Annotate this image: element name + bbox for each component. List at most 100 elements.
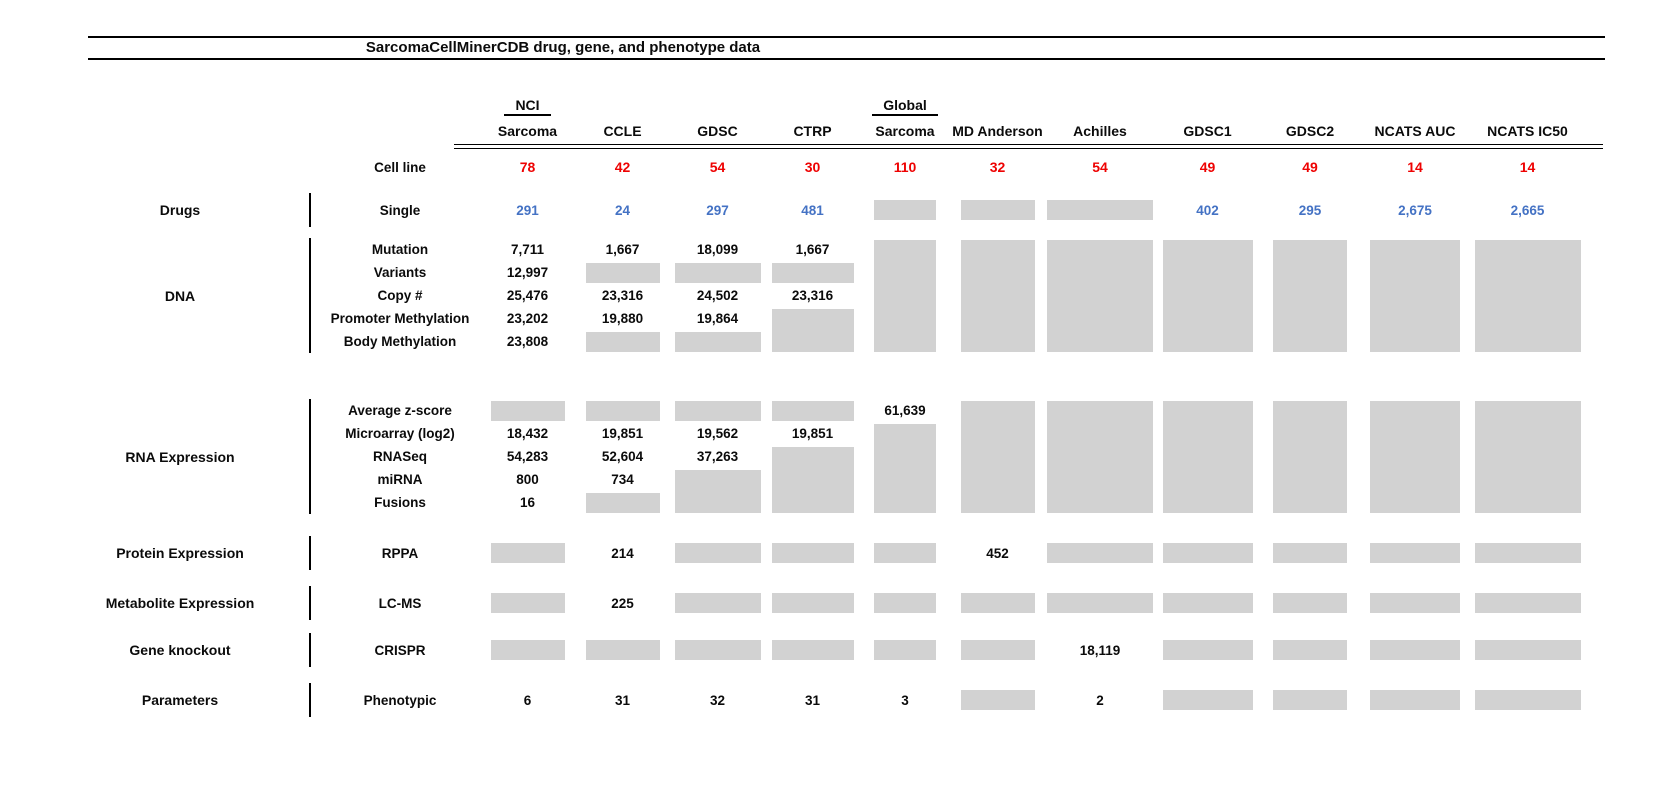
column-header-md-anderson: MD Anderson <box>952 123 1043 139</box>
no-data-box <box>670 399 765 422</box>
no-data-box <box>575 399 670 422</box>
no-data-box-fill <box>490 593 565 613</box>
section-divider <box>309 633 311 667</box>
cell-line-count: 14 <box>1519 159 1536 175</box>
category-label: Parameters <box>141 692 219 708</box>
data-cell: 23,202 <box>506 311 549 326</box>
no-data-box-fill <box>1162 690 1253 710</box>
column-header-ccle: CCLE <box>603 123 642 139</box>
no-data-box-fill <box>1474 593 1581 613</box>
no-data-box-fill <box>874 239 936 352</box>
no-data-box <box>1260 688 1360 712</box>
data-cell: 2,675 <box>1398 202 1432 218</box>
no-data-box-fill <box>1370 593 1460 613</box>
data-cell: 19,562 <box>696 426 739 441</box>
no-data-box <box>1470 591 1585 615</box>
no-data-box <box>575 638 670 662</box>
no-data-box-fill <box>960 690 1035 710</box>
no-data-box-fill <box>1474 640 1581 660</box>
cell-line-count: 78 <box>519 159 536 175</box>
no-data-box-span <box>860 238 950 353</box>
column-header-gdsc2: GDSC2 <box>1285 123 1335 139</box>
header-double-rule <box>454 143 1603 149</box>
no-data-box <box>575 491 670 514</box>
data-cell: 18,099 <box>696 242 739 257</box>
no-data-box-fill <box>771 640 854 660</box>
no-data-box-fill <box>674 331 761 352</box>
no-data-box-fill <box>874 200 936 220</box>
data-cell: 800 <box>516 472 539 487</box>
no-data-box <box>670 330 765 353</box>
title-block: SarcomaCellMinerCDB drug, gene, and phen… <box>60 36 1669 60</box>
row-label: Fusions <box>374 495 426 510</box>
no-data-box-fill <box>1047 239 1153 352</box>
no-data-box-fill <box>1474 239 1581 352</box>
no-data-box <box>1260 541 1360 565</box>
cell-line-count: 42 <box>614 159 631 175</box>
data-cell: 2 <box>1096 692 1104 708</box>
no-data-box <box>765 638 860 662</box>
no-data-box <box>765 261 860 284</box>
section-dna: DNA Mutation 7,711 1,667 18,099 1,667 Variants… <box>60 238 1669 353</box>
no-data-box <box>1155 541 1260 565</box>
category-label: Drugs <box>159 202 201 218</box>
data-cell: 18,119 <box>1079 642 1121 658</box>
no-data-box-fill <box>1370 543 1460 563</box>
no-data-box-fill <box>1370 400 1460 513</box>
data-cell: 291 <box>516 202 539 218</box>
no-data-box <box>860 638 950 662</box>
no-data-box-fill <box>1474 690 1581 710</box>
category-label: Gene knockout <box>129 642 231 658</box>
row-label: miRNA <box>377 472 423 487</box>
data-cell: 19,851 <box>601 426 644 441</box>
data-cell: 1,667 <box>605 242 640 257</box>
no-data-box-fill <box>674 593 761 613</box>
no-data-box-fill <box>585 492 660 513</box>
no-data-box-span <box>1045 399 1155 514</box>
no-data-box-fill <box>874 593 936 613</box>
no-data-box-span <box>1470 238 1585 353</box>
data-cell: 734 <box>611 472 634 487</box>
data-cell: 19,851 <box>791 426 834 441</box>
data-cell: 481 <box>801 202 824 218</box>
row-label: Average z-score <box>348 403 452 418</box>
no-data-box <box>950 688 1045 712</box>
row-label: Promoter Methylation <box>330 311 470 326</box>
no-data-box-fill <box>771 262 854 283</box>
data-cell: 297 <box>706 202 729 218</box>
data-cell: 54,283 <box>506 449 549 464</box>
column-header-ncats-ic50: NCATS IC50 <box>1487 123 1568 139</box>
no-data-box-fill <box>490 400 565 421</box>
no-data-box <box>765 541 860 565</box>
column-overlabel: Global <box>860 97 950 116</box>
section-divider <box>309 399 311 514</box>
cell-line-label: Cell line <box>374 159 426 175</box>
category-label: RNA Expression <box>125 448 235 465</box>
no-data-box-fill <box>674 262 761 283</box>
no-data-box-fill <box>960 239 1035 352</box>
no-data-box-fill <box>874 423 936 513</box>
title-rule-top <box>88 36 1605 38</box>
data-cell: 32 <box>709 692 726 708</box>
category-label: Metabolite Expression <box>105 595 255 611</box>
no-data-box <box>1360 688 1470 712</box>
column-header-achilles: Achilles <box>1073 123 1127 139</box>
no-data-box-fill <box>1474 400 1581 513</box>
no-data-box-span <box>1360 399 1470 514</box>
no-data-box <box>480 541 575 565</box>
no-data-box-fill <box>674 400 761 421</box>
no-data-box-fill <box>490 640 565 660</box>
cell-line-count: 54 <box>1092 159 1108 175</box>
no-data-box-fill <box>1162 543 1253 563</box>
data-cell: 12,997 <box>506 265 549 280</box>
no-data-box-fill <box>1047 200 1153 220</box>
data-cell: 7,711 <box>510 242 545 257</box>
data-cell: 61,639 <box>884 403 926 418</box>
data-cell: 6 <box>523 692 532 708</box>
no-data-box <box>950 591 1045 615</box>
section-parameters: Parameters Phenotypic 6 31 32 31 3 2 <box>60 683 1669 717</box>
no-data-box <box>1155 591 1260 615</box>
no-data-box-span <box>765 307 860 353</box>
no-data-box-fill <box>1273 400 1347 513</box>
section-protein-expression: Protein Expression RPPA 214 452 <box>60 536 1669 570</box>
